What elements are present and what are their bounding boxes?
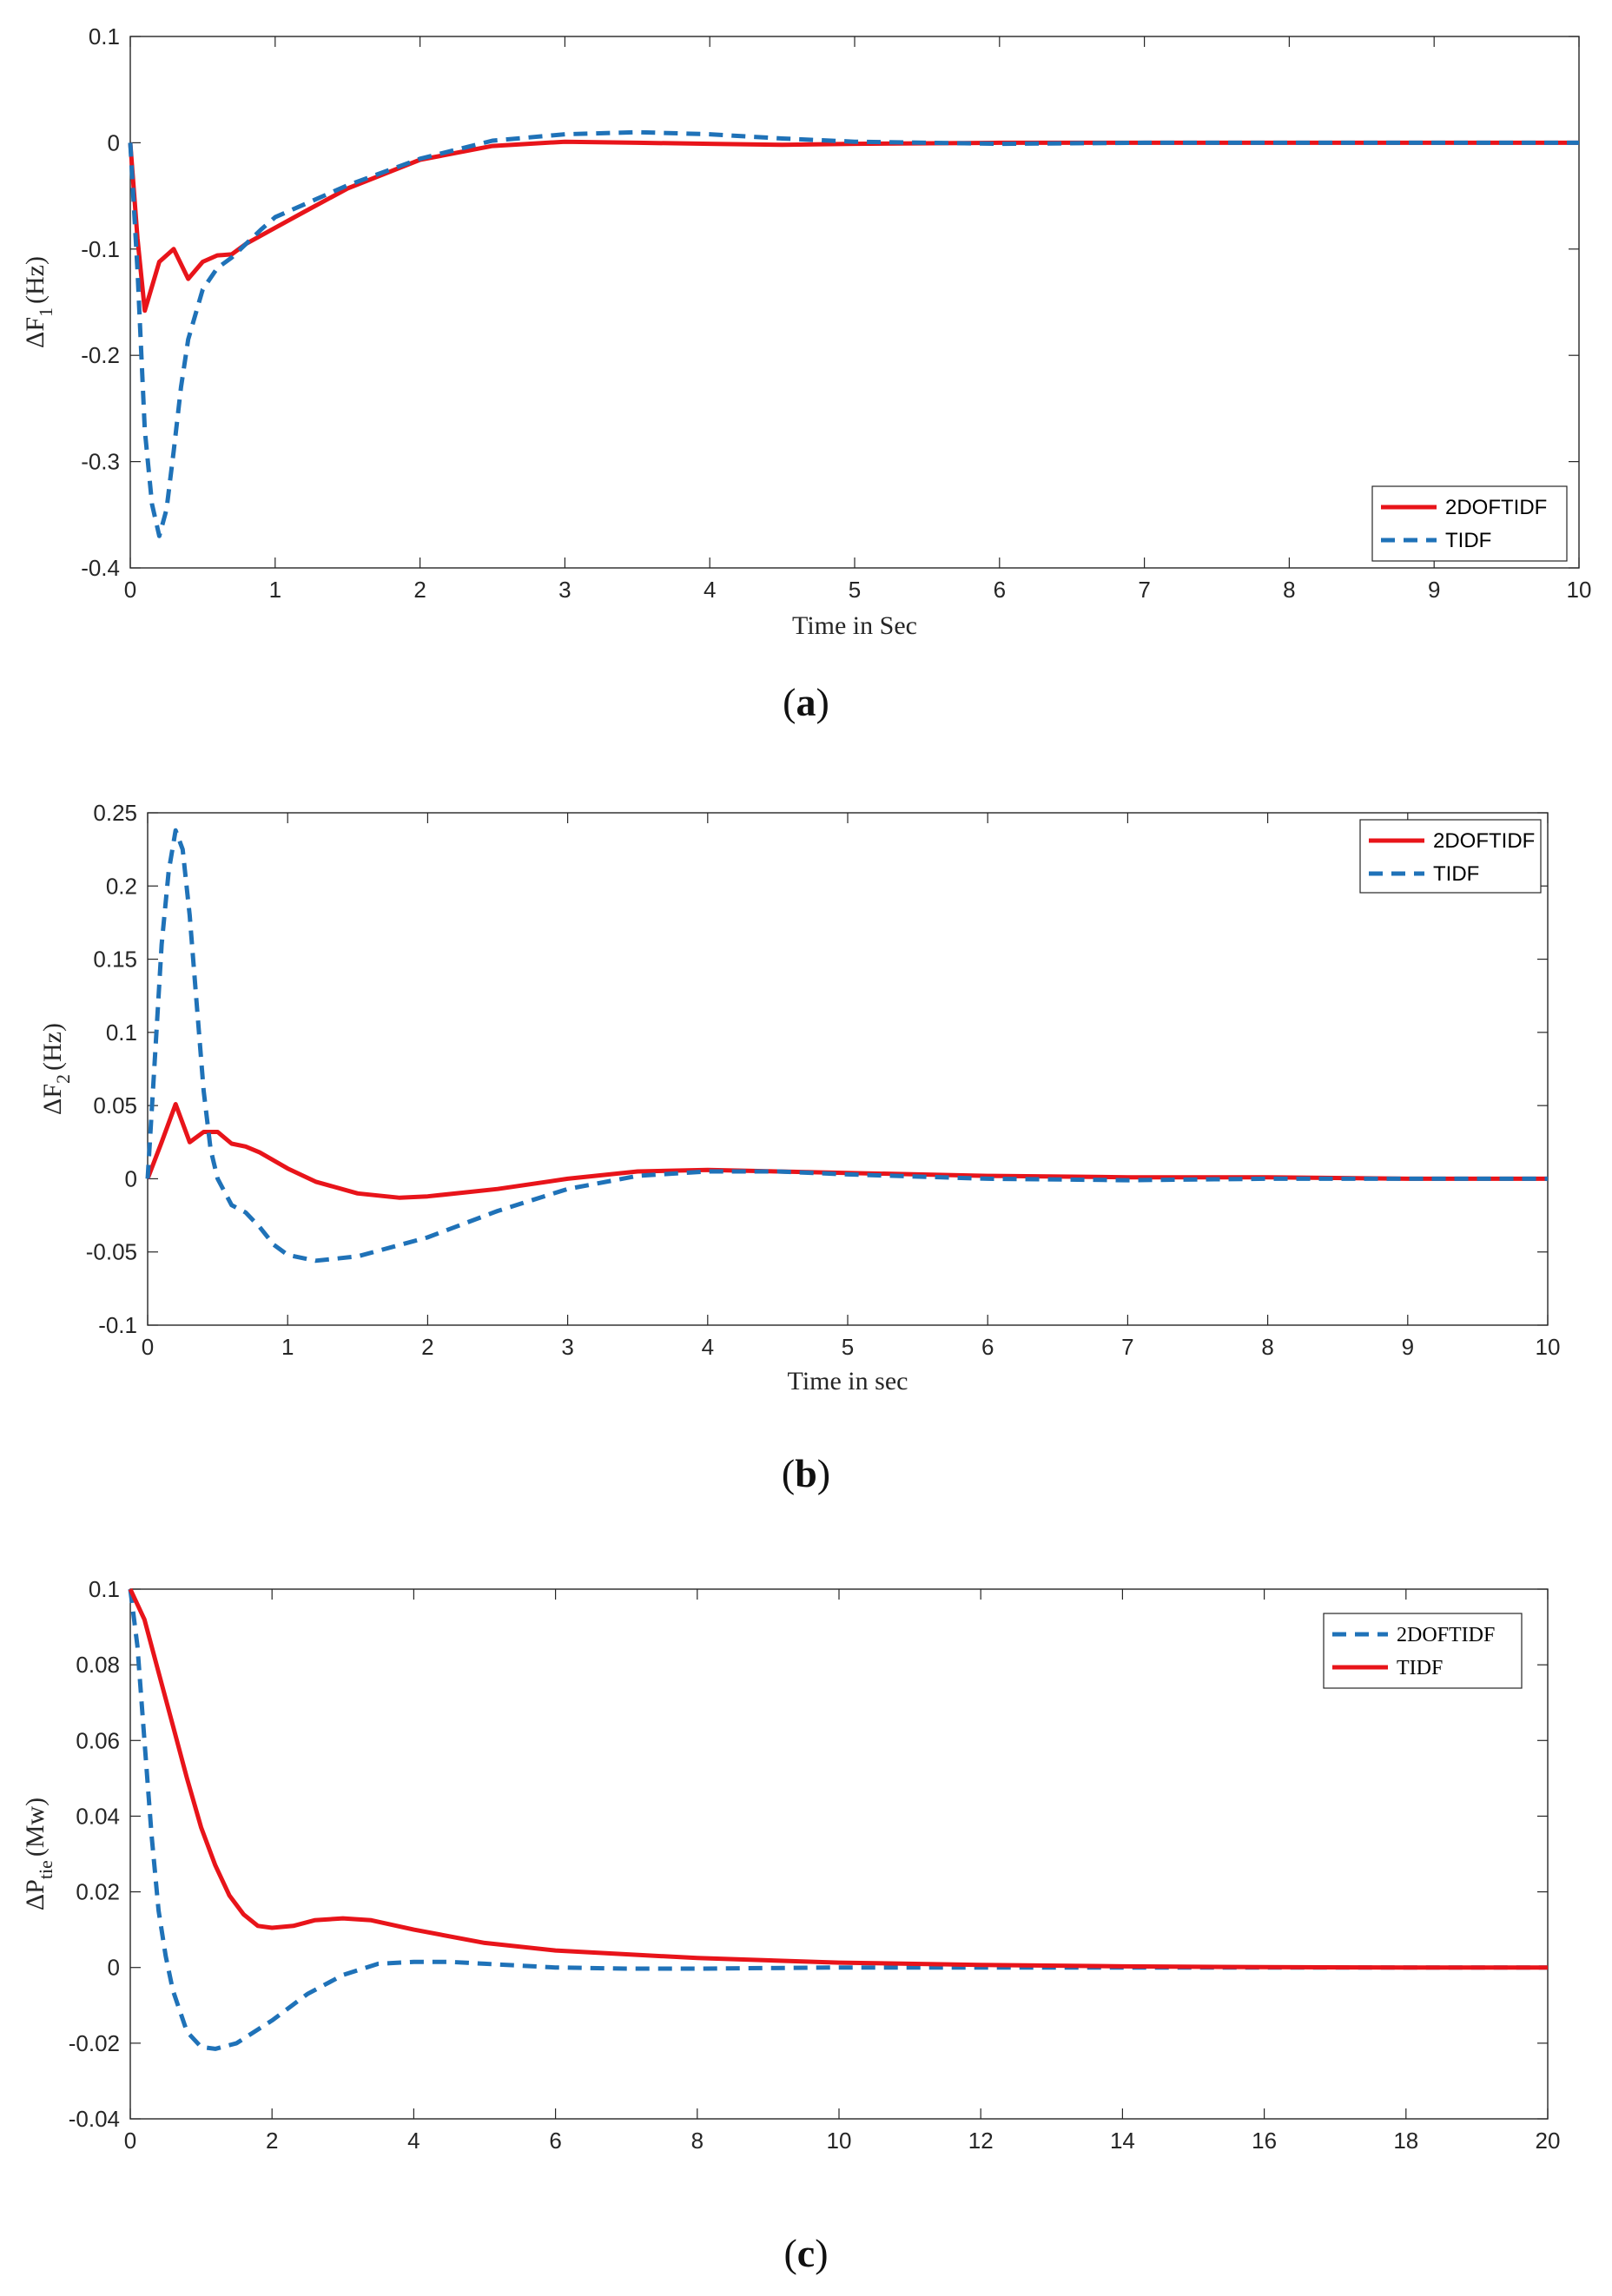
x-tick-label: 4 <box>702 1334 714 1360</box>
series-line-tidf <box>145 828 1548 1263</box>
legend-box <box>1359 819 1542 894</box>
y-axis-label-sub: tie <box>35 1860 56 1879</box>
x-tick-label: 14 <box>1110 2128 1135 2154</box>
legend: 2DOFTIDF TIDF <box>1323 1613 1523 1689</box>
y-tick-label: 0.1 <box>89 23 120 49</box>
x-tick-label: 7 <box>1138 577 1150 603</box>
y-axis-label-main: ΔF <box>21 317 50 348</box>
x-tick-label: 6 <box>549 2128 561 2154</box>
y-tick-label: 0 <box>125 1165 137 1191</box>
y-tick-label: -0.02 <box>69 2030 120 2056</box>
x-tick-label: 5 <box>849 577 861 603</box>
legend-box <box>1323 1613 1523 1689</box>
x-tick-label: 0 <box>124 2128 136 2154</box>
x-tick-label: 18 <box>1393 2128 1418 2154</box>
y-tick-label: -0.1 <box>98 1312 137 1338</box>
y-tick-label: 0.05 <box>93 1092 137 1118</box>
x-tick-label: 10 <box>1567 577 1592 603</box>
series-line-tidf <box>128 129 1579 538</box>
y-tick-label: 0 <box>108 1955 120 1981</box>
x-tick-label: 20 <box>1536 2128 1561 2154</box>
x-tick-label: 7 <box>1121 1334 1133 1360</box>
x-tick-label: 8 <box>1283 577 1295 603</box>
y-tick-label: -0.3 <box>81 449 120 475</box>
y-tick-label: 0.1 <box>106 1019 137 1046</box>
x-tick-label: 2 <box>421 1334 433 1360</box>
y-tick-label: 0.02 <box>76 1879 120 1905</box>
legend: 2DOFTIDF TIDF <box>1371 485 1568 562</box>
caption-c: (c) <box>783 2231 829 2275</box>
y-axis-label: ΔPtie (Mw) <box>21 1798 56 1910</box>
legend-label: 2DOFTIDF <box>1397 1624 1495 1646</box>
y-tick-label: 0 <box>108 129 120 155</box>
y-axis-label: ΔF1 (Hz) <box>21 256 56 348</box>
y-axis-label-sub: 1 <box>35 307 56 317</box>
series-line-2doftidf <box>128 1588 1548 2051</box>
x-tick-label: 0 <box>142 1334 154 1360</box>
y-axis-label-sub: 2 <box>52 1074 74 1084</box>
x-tick-label: 1 <box>269 577 281 603</box>
x-tick-label: 3 <box>558 577 571 603</box>
y-tick-label: -0.2 <box>81 342 120 368</box>
x-tick-label: 6 <box>994 577 1006 603</box>
y-tick-label: 0.1 <box>89 1576 120 1602</box>
chart-a: 0 1 2 3 4 5 6 7 8 9 10 0.1 0 -0.1 -0.2 -0.3 -0.4 Time in … <box>21 23 1592 640</box>
x-tick-label: 4 <box>704 577 716 603</box>
y-tick-label: -0.4 <box>81 555 120 581</box>
x-tick-label: 9 <box>1402 1334 1414 1360</box>
y-axis-label-unit: (Hz) <box>38 1023 67 1071</box>
panel-c: 0 2 4 6 8 10 12 14 16 18 20 0.1 0.08 0.06 0.04 0.02 0 -0.… <box>0 1554 1612 2214</box>
plot-area <box>129 36 1580 569</box>
x-tick-label: 3 <box>561 1334 573 1360</box>
x-tick-label: 10 <box>827 2128 852 2154</box>
chart-c: 0 2 4 6 8 10 12 14 16 18 200.10.080.060.040.020-0.… <box>21 1576 1561 2154</box>
legend-label: TIDF <box>1433 862 1479 886</box>
x-tick-label: 2 <box>413 577 426 603</box>
x-tick-label: 4 <box>407 2128 420 2154</box>
x-tick-label: 9 <box>1428 577 1440 603</box>
y-tick-label: 0.2 <box>106 873 137 899</box>
x-tick-label: 5 <box>842 1334 854 1360</box>
y-axis-label-unit: (Mw) <box>21 1798 50 1857</box>
y-axis-label: ΔF2 (Hz) <box>38 1023 74 1115</box>
y-tick-label: 0.08 <box>76 1652 120 1678</box>
y-axis-label-main: ΔP <box>21 1879 50 1910</box>
x-tick-label: 6 <box>981 1334 994 1360</box>
y-tick-label: -0.05 <box>86 1239 137 1265</box>
y-tick-label: -0.1 <box>81 236 120 262</box>
legend-label: TIDF <box>1445 529 1491 552</box>
y-tick-label: 0.04 <box>76 1803 120 1829</box>
plot-area <box>147 812 1549 1326</box>
x-axis-label: Time in sec <box>788 1367 908 1395</box>
caption-a: (a) <box>783 680 829 724</box>
x-tick-label: 16 <box>1252 2128 1277 2154</box>
x-tick-label: 10 <box>1536 1334 1561 1360</box>
panel-a: 0 1 2 3 4 5 6 7 8 9 10 0.1 0 -0.1 -0.2 -0.3 -0.4 Time in … <box>0 0 1612 747</box>
caption-b: (b) <box>781 1451 831 1495</box>
y-axis-label-unit: (Hz) <box>21 256 50 304</box>
legend: 2DOFTIDF TIDF <box>1359 819 1542 894</box>
legend-box <box>1371 485 1568 562</box>
y-tick-label: -0.04 <box>69 2106 120 2132</box>
series-line-2doftidf <box>128 139 1579 313</box>
legend-label: 2DOFTIDF <box>1433 829 1535 853</box>
x-tick-label: 0 <box>124 577 136 603</box>
chart-b: 0 1 2 3 4 5 6 7 8 9 10 0.25 0.2 0.15 0.1 0.05 0 -0.05 -0.1… <box>38 800 1561 1395</box>
x-tick-label: 12 <box>968 2128 994 2154</box>
series-line-tidf <box>128 1587 1548 1970</box>
x-axis-label: Time in Sec <box>792 611 917 640</box>
panel-b: 0 1 2 3 4 5 6 7 8 9 10 0.25 0.2 0.15 0.1 0.05 0 -0.05 -0.1… <box>0 782 1612 1494</box>
y-tick-label: 0.25 <box>93 800 137 826</box>
y-tick-label: 0.06 <box>76 1727 120 1753</box>
x-tick-label: 8 <box>691 2128 704 2154</box>
legend-label: TIDF <box>1397 1657 1443 1679</box>
x-tick-label: 1 <box>281 1334 294 1360</box>
series-line-2doftidf <box>145 1102 1548 1200</box>
y-axis-label-main: ΔF <box>38 1084 67 1115</box>
plot-area <box>129 1588 1549 2120</box>
legend-label: 2DOFTIDF <box>1445 496 1547 519</box>
y-tick-label: 0.15 <box>93 947 137 973</box>
x-tick-label: 2 <box>266 2128 278 2154</box>
x-tick-label: 8 <box>1261 1334 1273 1360</box>
